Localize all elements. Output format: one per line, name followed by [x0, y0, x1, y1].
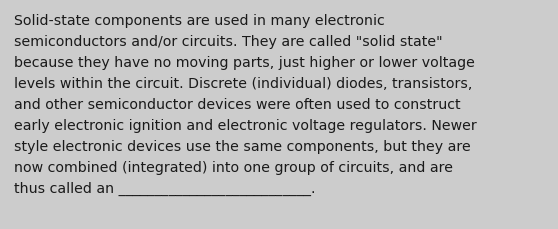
Text: Solid-state components are used in many electronic: Solid-state components are used in many …	[14, 14, 385, 28]
Text: early electronic ignition and electronic voltage regulators. Newer: early electronic ignition and electronic…	[14, 118, 477, 132]
Text: because they have no moving parts, just higher or lower voltage: because they have no moving parts, just …	[14, 56, 475, 70]
Text: levels within the circuit. Discrete (individual) diodes, transistors,: levels within the circuit. Discrete (ind…	[14, 77, 473, 91]
Text: and other semiconductor devices were often used to construct: and other semiconductor devices were oft…	[14, 98, 460, 112]
Text: now combined (integrated) into one group of circuits, and are: now combined (integrated) into one group…	[14, 160, 453, 174]
Text: style electronic devices use the same components, but they are: style electronic devices use the same co…	[14, 139, 471, 153]
Text: semiconductors and/or circuits. They are called "solid state": semiconductors and/or circuits. They are…	[14, 35, 442, 49]
Text: thus called an ___________________________.: thus called an _________________________…	[14, 181, 315, 195]
